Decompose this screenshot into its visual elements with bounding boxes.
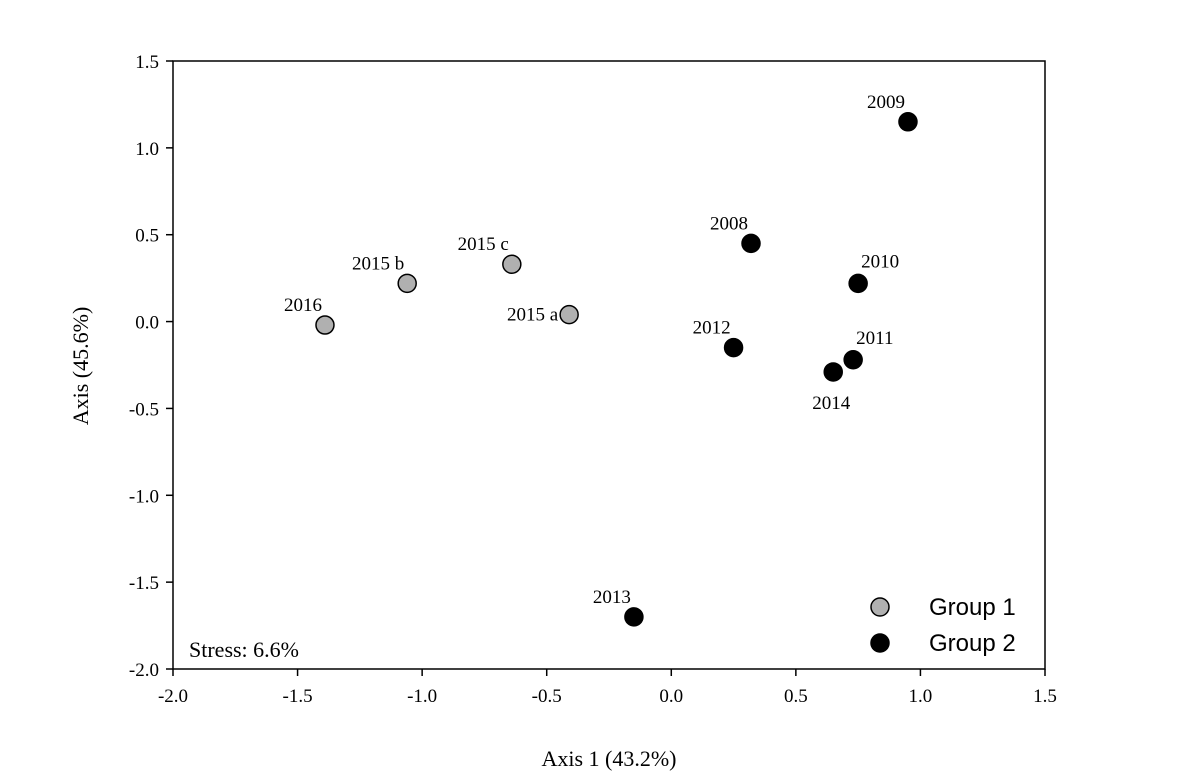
legend-item-group-1: Group 1 — [870, 594, 1016, 621]
data-point-2013 — [624, 607, 644, 627]
points-group — [315, 112, 918, 627]
x-tick-label: -2.0 — [158, 686, 188, 707]
point-label: 2010 — [861, 251, 899, 272]
data-point-2015-b — [397, 273, 417, 294]
y-tick-label: -0.5 — [129, 399, 159, 420]
x-axis-title: Axis 1 (43.2%) — [541, 746, 676, 771]
x-tick-label: 1.5 — [1033, 686, 1057, 707]
x-tick-label: -0.5 — [532, 686, 562, 707]
data-point-2015-a — [559, 304, 579, 325]
ticks-group: -2.0 -1.5 -1.0 -0.5 0.0 0.5 1.0 1.5 -2.0 -1.5 -1.0… — [129, 52, 1057, 707]
point-label: 2012 — [693, 318, 731, 339]
legend-label-group-2: Group 2 — [929, 630, 1016, 657]
y-tick-label: 0.5 — [135, 226, 159, 247]
point-labels-group: 2016 2015 b 2015 c 2015 a 2009 2008 2010 2012 20… — [284, 92, 905, 608]
data-point-2016 — [315, 315, 335, 335]
x-tick-label: -1.5 — [283, 686, 313, 707]
data-point-2014 — [823, 362, 843, 382]
stress-annotation: Stress: 6.6% — [189, 637, 299, 662]
plot-frame — [172, 60, 1046, 670]
data-point-2012 — [723, 337, 744, 358]
data-point-2008 — [741, 233, 761, 254]
point-label: 2014 — [812, 393, 851, 414]
legend: Group 1 Group 2 — [870, 594, 1016, 657]
y-tick-label: 1.5 — [135, 52, 159, 73]
point-label: 2015 a — [507, 305, 559, 326]
data-point-2009 — [898, 112, 918, 132]
y-tick-label: -1.0 — [129, 486, 159, 507]
point-label: 2016 — [284, 295, 322, 316]
data-point-2011 — [843, 350, 863, 370]
data-point-2010 — [848, 273, 868, 294]
plot-frame-group — [172, 60, 1046, 670]
legend-item-group-2: Group 2 — [870, 630, 1016, 657]
point-label: 2009 — [867, 92, 905, 113]
x-tick-label: 0.5 — [784, 686, 808, 707]
legend-marker-group-1 — [870, 597, 890, 617]
point-label: 2015 c — [458, 234, 509, 255]
x-tick-label: 0.0 — [659, 686, 683, 707]
y-axis-title: Axis (45.6%) — [68, 307, 93, 426]
data-point-2015-c — [502, 254, 522, 274]
y-tick-label: 0.0 — [135, 313, 159, 334]
legend-marker-group-2 — [870, 633, 890, 653]
y-tick-label: -2.0 — [129, 660, 159, 681]
point-label: 2011 — [856, 328, 893, 349]
x-tick-label: -1.0 — [407, 686, 437, 707]
point-label: 2008 — [710, 213, 748, 234]
y-tick-label: 1.0 — [135, 139, 159, 160]
point-label: 2013 — [593, 587, 631, 608]
legend-label-group-1: Group 1 — [929, 594, 1016, 621]
point-label: 2015 b — [352, 253, 404, 274]
y-tick-label: -1.5 — [129, 573, 159, 594]
x-tick-label: 1.0 — [909, 686, 933, 707]
